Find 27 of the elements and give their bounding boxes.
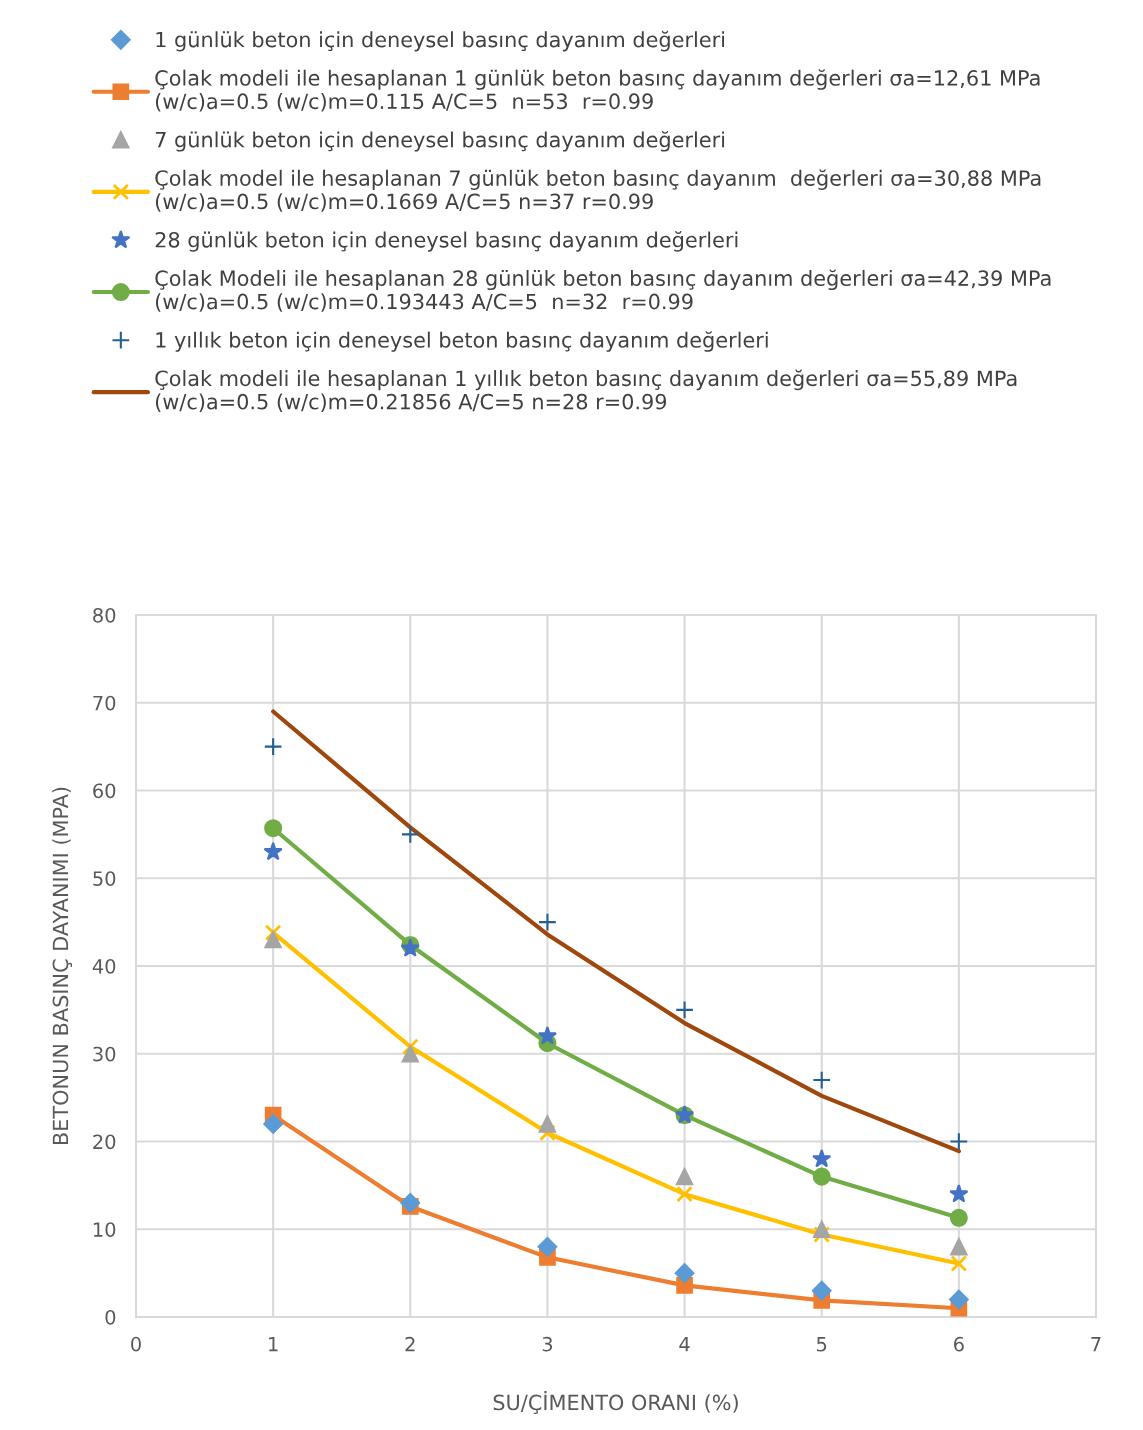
legend-label: 28 günlük beton için deneysel basınç dayanım değerleri <box>155 231 738 252</box>
x-tick-label: 5 <box>817 1337 827 1352</box>
y-tick-label: 70 <box>93 695 116 711</box>
legend-label: 1 günlük beton için deneysel basınç dayanım değerleri <box>156 30 725 52</box>
x-tick-label: 2 <box>405 1336 415 1352</box>
legend-label: 1 yıllık beton için deneysel beton basınç dayanım değerleri <box>156 331 768 352</box>
legend-label: Çolak modeli ile hesaplanan 1 yıllık beton basınç dayanım değerleri σa=55,89 MPa (w/c)a=0.5 (w/c)m=0.21856 A/C=5 n=28 r=0.99 <box>155 369 1017 412</box>
legend-label: 7 günlük beton için deneysel basınç dayanım değerleri <box>155 130 725 152</box>
legend-label: Çolak Modeli ile hesaplanan 28 günlük beton basınç dayanım değerleri σa=42,39 MPa (w/c)a=0.5 (w/c)m=0.193443 A/C=5 n=32 r=0.99 <box>155 269 1051 312</box>
y-tick-label: 40 <box>92 958 116 974</box>
legend-label: Çolak modeli ile hesaplanan 1 günlük beton basınç dayanım değerleri σa=12,61 MPa (w/c)a=0.5 (w/c)m=0.115 A/C=5 n=53 r=0.99 <box>155 69 1040 112</box>
y-tick-label: 10 <box>93 1222 116 1237</box>
x-tick-label: 3 <box>542 1336 553 1352</box>
y-tick-label: 80 <box>93 607 116 623</box>
x-tick-label: 7 <box>1091 1337 1101 1352</box>
legend-label: Çolak model ile hesaplanan 7 günlük beton basınç dayanım değerleri σa=30,88 MPa (w/c)a=0.5 (w/c)m=0.1669 A/C=5 n=37 r=0.99 <box>155 169 1041 212</box>
x-tick-label: 4 <box>679 1337 690 1352</box>
x-tick-label: 0 <box>131 1336 141 1352</box>
y-tick-label: 30 <box>93 1046 116 1062</box>
x-axis-title: SU/ÇİMENTO ORANI (%) <box>493 1391 738 1415</box>
y-tick-label: 20 <box>93 1134 116 1150</box>
x-tick-label: 1 <box>269 1337 278 1352</box>
y-tick-label: 60 <box>93 783 116 799</box>
y-tick-label: 0 <box>105 1309 116 1325</box>
y-axis-title: BETONUN BASINÇ DAYANIMI (MPA) <box>52 787 73 1145</box>
y-tick-label: 50 <box>93 871 116 886</box>
x-tick-label: 6 <box>954 1336 964 1352</box>
